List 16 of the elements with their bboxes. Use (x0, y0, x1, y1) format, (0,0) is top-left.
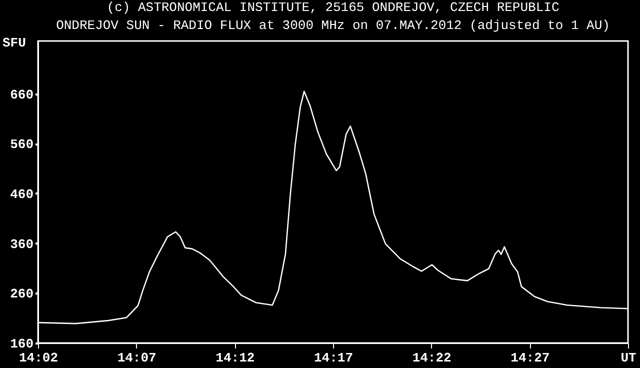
x-tick-label: UT (620, 350, 636, 366)
x-tick-label: 14:07 (117, 350, 156, 366)
y-tick-label: 460 (10, 186, 34, 202)
x-tick-label: 14:02 (18, 350, 58, 366)
y-axis-title: SFU (2, 36, 26, 50)
y-tick-label: 560 (10, 137, 34, 152)
y-tick-label: 360 (10, 236, 34, 252)
y-tick-label: 260 (10, 286, 34, 302)
y-tick-label: 660 (10, 87, 34, 102)
y-tick-label: 160 (10, 336, 34, 352)
chart-subtitle: ONDREJOV SUN - RADIO FLUX at 3000 MHz on 07.MAY.2012 (adjusted to 1 AU) (56, 18, 610, 33)
x-tick-label: 14:17 (314, 350, 354, 366)
chart-title: (c) ASTRONOMICAL INSTITUTE, 25165 ONDREJOV, CZECH REPUBLIC (106, 0, 560, 15)
x-tick-label: 14:22 (412, 350, 452, 366)
x-tick-label: 14:27 (510, 350, 550, 366)
x-tick-label: 14:12 (216, 350, 255, 366)
